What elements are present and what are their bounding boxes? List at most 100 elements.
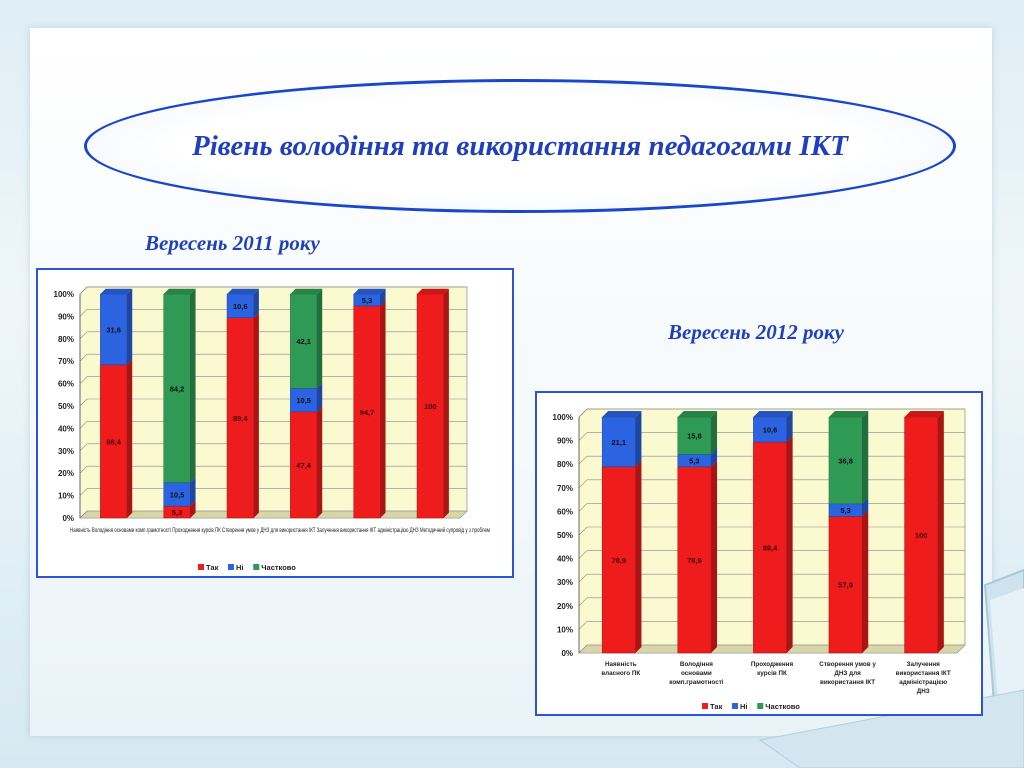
bar-ni — [100, 293, 128, 366]
bar-chastkovo — [163, 293, 191, 483]
data-label: 89,4 — [763, 544, 778, 553]
y-tick-label: 40% — [557, 555, 573, 564]
data-label: 89,4 — [233, 414, 248, 423]
title-oval: Рівень володіння та використання педагог… — [84, 79, 956, 213]
bar-side — [126, 359, 133, 518]
category-label: курсів ПК — [757, 669, 787, 677]
grid-line-side — [578, 550, 588, 559]
data-label: 15,8 — [687, 432, 702, 441]
bar-top — [677, 411, 718, 417]
bar-side — [316, 383, 323, 412]
data-label: 5,3 — [840, 506, 850, 515]
grid-line-side — [578, 479, 588, 489]
y-tick-label: 100% — [553, 413, 573, 422]
grid-line-side — [79, 331, 88, 340]
bar-ni — [601, 416, 636, 468]
legend-swatch — [702, 703, 708, 709]
legend-label: Ні — [236, 563, 244, 572]
category-label: Наявність — [605, 660, 637, 668]
bar-top — [163, 288, 196, 294]
bar-ni — [753, 416, 787, 443]
data-label: 100 — [424, 402, 437, 411]
category-label: Володіння — [680, 660, 713, 668]
y-tick-label: 50% — [557, 531, 573, 540]
chart-2012: 0% 10% 20% 30% 40% 50% 60% 70% 80% 90% 100% 78,9 21,… — [535, 391, 983, 716]
caption-2011: Вересень 2011 року — [145, 231, 320, 255]
bar-side — [190, 477, 196, 507]
grid-line-side — [578, 597, 588, 607]
grid-line-side — [578, 455, 588, 465]
y-tick-label: 90% — [557, 437, 573, 446]
bar-tak — [290, 411, 318, 519]
bar-side — [711, 448, 718, 467]
y-tick-label: 20% — [58, 469, 74, 478]
legend-label: Частково — [765, 702, 800, 711]
bar-top — [828, 411, 869, 417]
bar-top — [417, 288, 449, 294]
bar-tak — [100, 364, 128, 519]
data-label: 57,9 — [838, 581, 853, 590]
bar-side — [190, 500, 196, 518]
grid-line-side — [79, 398, 88, 407]
bar-side — [316, 406, 323, 518]
grid-line-side — [79, 510, 88, 519]
bar-tak — [416, 293, 444, 519]
bar-top — [602, 411, 642, 417]
grid-line-side — [578, 573, 588, 583]
bar-tak — [904, 416, 939, 654]
bar-side — [786, 436, 793, 653]
grid-line-side — [578, 432, 588, 441]
bar-side — [126, 288, 133, 365]
y-tick-label: 0% — [561, 649, 573, 658]
grid-line-side — [79, 488, 88, 496]
bar-side — [711, 460, 718, 653]
legend-swatch — [227, 564, 234, 570]
y-tick-label: 30% — [557, 578, 573, 587]
y-tick-label: 10% — [58, 492, 74, 501]
bar-side — [786, 411, 793, 443]
y-tick-label: 10% — [557, 625, 573, 634]
grid-line-side — [578, 526, 588, 536]
bar-chastkovo — [677, 416, 712, 455]
bar-side — [862, 497, 869, 517]
category-label: ДНЗ — [917, 688, 930, 695]
grid-line-side — [578, 503, 588, 512]
y-tick-label: 60% — [557, 507, 573, 516]
legend-swatch — [198, 564, 204, 570]
y-tick-label: 70% — [557, 484, 573, 493]
bar-top — [353, 288, 386, 294]
data-label: 10,5 — [296, 396, 311, 405]
bar-tak — [677, 466, 712, 654]
bar-side — [380, 300, 386, 518]
y-tick-label: 40% — [58, 424, 74, 433]
category-label: ДНЗ для — [834, 670, 861, 677]
slide-title: Рівень володіння та використання педагог… — [192, 129, 848, 162]
bar-top — [290, 288, 323, 294]
legend-label: Частково — [261, 563, 296, 572]
category-label: використання ІКТ — [820, 679, 875, 686]
y-tick-label: 80% — [58, 335, 74, 344]
category-labels: Наявність Володіння основами комп.грамот… — [70, 527, 490, 534]
bar-top — [753, 411, 793, 417]
data-label: 84,2 — [170, 384, 185, 393]
data-label: 21,1 — [611, 438, 626, 447]
grid-line-side — [578, 644, 588, 654]
data-label: 100 — [915, 531, 928, 540]
grid-line-side — [79, 443, 88, 452]
grid-line-side — [578, 408, 588, 418]
legend-swatch — [253, 564, 260, 570]
bar-side — [862, 411, 869, 504]
data-label: 78,9 — [687, 556, 702, 565]
grid-line-side — [79, 309, 88, 317]
data-label: 42,1 — [296, 337, 311, 346]
y-tick-label: 100% — [54, 290, 74, 299]
bar-tak — [353, 305, 381, 519]
bar-tak — [753, 441, 787, 654]
data-label: 78,9 — [611, 556, 626, 565]
legend-label: Ні — [740, 702, 748, 711]
grid-line-side — [79, 353, 88, 362]
grid-line-side — [578, 621, 588, 630]
data-label: 68,4 — [106, 437, 121, 446]
category-label: комп.грамотності — [669, 678, 724, 686]
bar-side — [635, 411, 642, 467]
